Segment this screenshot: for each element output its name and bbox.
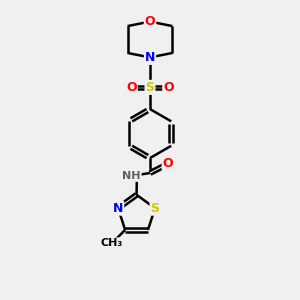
Text: S: S	[146, 81, 154, 94]
Text: CH₃: CH₃	[100, 238, 123, 248]
Text: S: S	[151, 202, 160, 215]
Text: N: N	[145, 51, 155, 64]
Text: N: N	[113, 202, 123, 215]
Text: O: O	[145, 15, 155, 28]
Text: O: O	[126, 81, 137, 94]
Text: NH: NH	[122, 171, 141, 181]
Text: O: O	[163, 157, 173, 169]
Text: O: O	[163, 81, 174, 94]
